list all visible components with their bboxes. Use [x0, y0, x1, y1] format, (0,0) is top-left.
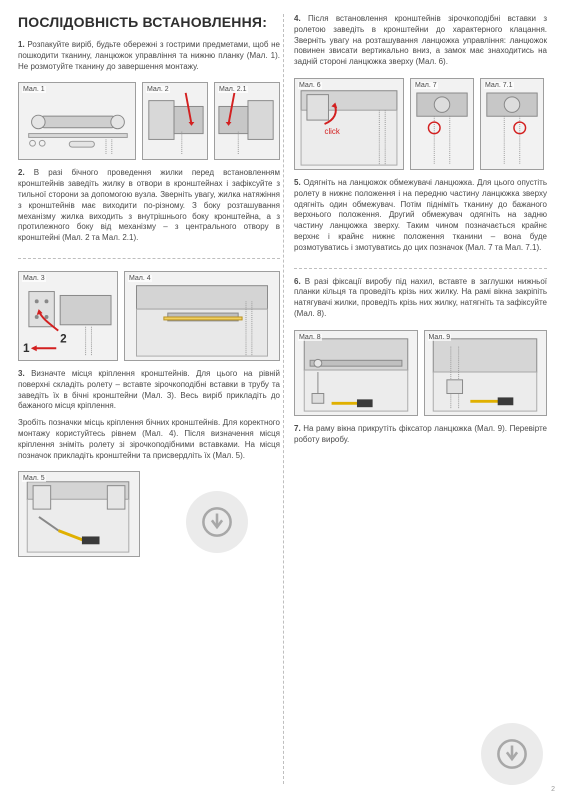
watermark-icon-2 [481, 723, 543, 785]
figure-5: Мал. 5 [18, 471, 140, 557]
instruction-page: ПОСЛІДОВНІСТЬ ВСТАНОВЛЕННЯ: 1. Розпакуйт… [0, 0, 565, 799]
figure-4-svg [128, 272, 276, 360]
figure-7-1: Мал. 7.1 [480, 78, 544, 170]
step-3a-body: Визначте місця кріплення кронштейнів. Дл… [18, 369, 280, 410]
figure-2: Мал. 2 [142, 82, 208, 160]
figure-7-1-svg [481, 79, 543, 169]
figure-2-svg [143, 83, 207, 159]
step-7-num: 7. [294, 424, 301, 433]
figure-2-1-svg [215, 83, 279, 159]
figure-6: Мал. 6 click [294, 78, 404, 170]
figure-3: Мал. 3 2 1 [18, 271, 118, 361]
step-1-body: Розпакуйте виріб, будьте обережні з гост… [18, 40, 280, 71]
page-number: 2 [551, 786, 555, 793]
step-7-body: На раму вікна прикрутіть фіксатор ланцюж… [294, 424, 547, 444]
step-3b-text: Зробіть позначки місць кріплення бічних … [18, 418, 280, 461]
figure-7: Мал. 7 [410, 78, 474, 170]
svg-text:2: 2 [60, 332, 67, 345]
figure-5-label: Мал. 5 [22, 475, 46, 482]
figure-3-label: Мал. 3 [22, 275, 46, 282]
figure-row-5: Мал. 8 Мал. 9 [294, 330, 547, 416]
figure-5-svg [19, 472, 139, 556]
figure-row-1: Мал. 1 Мал. 2 [18, 82, 280, 160]
figure-row-3: Мал. 5 [18, 471, 280, 557]
left-column: ПОСЛІДОВНІСТЬ ВСТАНОВЛЕННЯ: 1. Розпакуйт… [18, 14, 280, 789]
step-5-body: Одягніть на ланцюжок обмежувачі ланцюжка… [294, 178, 547, 252]
vertical-divider [283, 14, 284, 784]
figure-1-svg [19, 83, 135, 159]
step-7-text: 7. На раму вікна прикрутіть фіксатор лан… [294, 424, 547, 446]
step-2-text: 2. В разі бічного проведення жилки перед… [18, 168, 280, 244]
step-2-num: 2. [18, 168, 25, 177]
figure-row-4: Мал. 6 click Мал. 7 [294, 78, 547, 170]
step-3a-text: 3. Визначте місця кріплення кронштейнів.… [18, 369, 280, 412]
figure-2-1-label: Мал. 2.1 [218, 86, 248, 93]
figure-6-svg: click [295, 79, 403, 169]
figure-9-svg [425, 331, 545, 415]
step-6-body: В разі фіксації виробу під нахил, вставт… [294, 277, 547, 318]
step-5-text: 5. Одягніть на ланцюжок обмежувачі ланцю… [294, 178, 547, 254]
figure-2-1: Мал. 2.1 [214, 82, 280, 160]
figure-row-2: Мал. 3 2 1 Мал. 4 [18, 271, 280, 361]
figure-7-label: Мал. 7 [414, 82, 438, 89]
step-6-num: 6. [294, 277, 301, 286]
figure-2-label: Мал. 2 [146, 86, 170, 93]
watermark-icon [186, 491, 248, 553]
step-2-body: В разі бічного проведення жилки перед вс… [18, 168, 280, 242]
step-3a-num: 3. [18, 369, 25, 378]
step-5-num: 5. [294, 178, 301, 187]
step-1-num: 1. [18, 40, 25, 49]
figure-9-label: Мал. 9 [428, 334, 452, 341]
figure-1-label: Мал. 1 [22, 86, 46, 93]
watermark-slot-left [146, 471, 280, 557]
figure-8-svg [296, 331, 416, 415]
figure-4: Мал. 4 [124, 271, 280, 361]
click-label: click [325, 127, 340, 136]
step-1-text: 1. Розпакуйте виріб, будьте обережні з г… [18, 40, 280, 72]
page-title: ПОСЛІДОВНІСТЬ ВСТАНОВЛЕННЯ: [18, 14, 280, 30]
figure-9: Мал. 9 [424, 330, 548, 416]
step-4-body: Після встановлення кронштейнів зірочкопо… [294, 14, 547, 66]
figure-6-label: Мал. 6 [298, 82, 322, 89]
svg-text:1: 1 [23, 342, 30, 355]
figure-4-label: Мал. 4 [128, 275, 152, 282]
horizontal-divider-left [18, 258, 280, 259]
horizontal-divider-right [294, 268, 547, 269]
step-4-num: 4. [294, 14, 301, 23]
figure-7-1-label: Мал. 7.1 [484, 82, 514, 89]
step-4-text: 4. Після встановлення кронштейнів зірочк… [294, 14, 547, 68]
step-6-text: 6. В разі фіксації виробу під нахил, вст… [294, 277, 547, 320]
figure-3-svg: 2 1 [19, 272, 117, 360]
figure-8-label: Мал. 8 [298, 334, 322, 341]
figure-1: Мал. 1 [18, 82, 136, 160]
watermark-slot-right [294, 451, 547, 789]
step-3b-body: Зробіть позначки місць кріплення бічних … [18, 418, 280, 459]
figure-8: Мал. 8 [294, 330, 418, 416]
figure-7-svg [411, 79, 473, 169]
right-column: 4. Після встановлення кронштейнів зірочк… [294, 14, 547, 789]
